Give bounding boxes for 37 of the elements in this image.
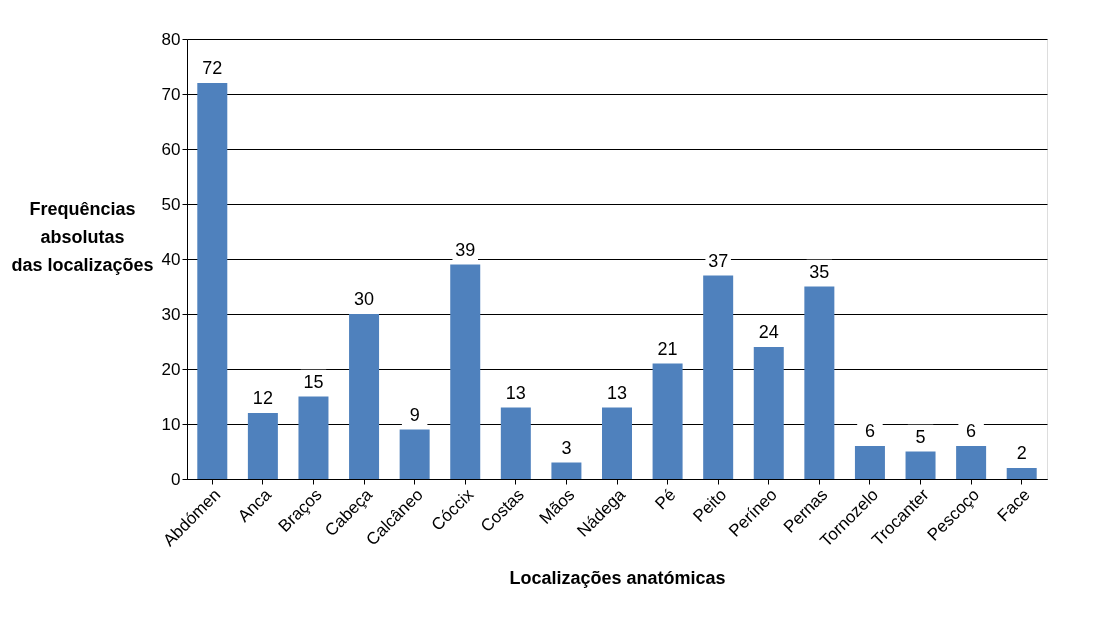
data-label: 12 [252, 388, 273, 408]
y-tick-label: 10 [161, 414, 181, 434]
data-label: 3 [561, 437, 572, 458]
y-tick-label: 30 [161, 304, 181, 324]
data-label: 39 [455, 239, 476, 260]
data-label: 2 [1016, 443, 1027, 463]
bar [399, 429, 430, 479]
y-tick-label: 70 [161, 84, 181, 104]
bar [804, 286, 835, 479]
bar [450, 264, 481, 479]
data-label: 6 [966, 421, 977, 441]
y-tick-label: 60 [161, 139, 181, 159]
bar [956, 446, 987, 479]
data-label: 13 [505, 382, 526, 403]
bar [905, 451, 936, 479]
data-label: 21 [657, 338, 678, 359]
y-tick-label: 50 [161, 194, 181, 214]
x-tick-label: Pé [651, 485, 680, 514]
data-label: 5 [915, 426, 926, 447]
data-label: 35 [809, 261, 830, 282]
data-label: 24 [758, 322, 779, 342]
x-axis-title: Localizações anatómicas [509, 567, 726, 588]
y-tick-label: 80 [161, 29, 181, 49]
data-label: 13 [606, 382, 628, 403]
data-label: 6 [864, 421, 875, 441]
bar [854, 446, 885, 479]
y-axis-title: Frequências absolutas das localizações [11, 198, 154, 275]
data-label: 72 [202, 58, 223, 78]
data-label: 9 [409, 404, 420, 425]
y-tick-label: 20 [161, 359, 181, 379]
y-tick-label: 40 [161, 249, 181, 269]
data-label: 37 [708, 250, 729, 271]
data-label: 30 [354, 289, 375, 309]
data-label: 15 [303, 371, 324, 392]
y-tick-label: 0 [171, 469, 181, 489]
bar [298, 396, 329, 479]
bar [703, 275, 734, 479]
